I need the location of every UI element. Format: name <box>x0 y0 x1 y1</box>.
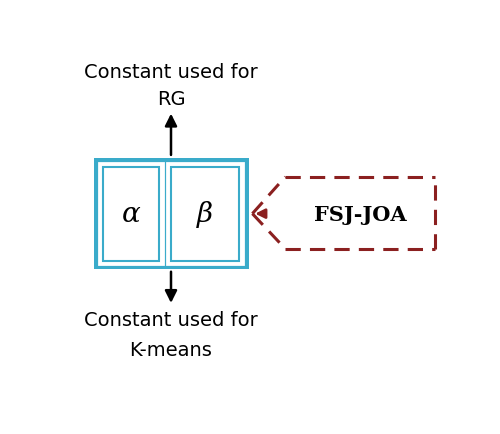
Text: β: β <box>197 201 213 227</box>
Bar <box>171 168 239 261</box>
Text: FSJ-JOA: FSJ-JOA <box>314 204 406 224</box>
Text: Constant used for: Constant used for <box>84 310 258 329</box>
Text: K-means: K-means <box>130 340 212 359</box>
Bar <box>167 164 242 264</box>
Text: RG: RG <box>156 89 186 108</box>
Text: Constant used for: Constant used for <box>84 62 258 82</box>
Bar <box>94 159 248 269</box>
Bar <box>103 168 160 261</box>
Text: α: α <box>122 201 141 227</box>
Bar <box>100 164 163 264</box>
